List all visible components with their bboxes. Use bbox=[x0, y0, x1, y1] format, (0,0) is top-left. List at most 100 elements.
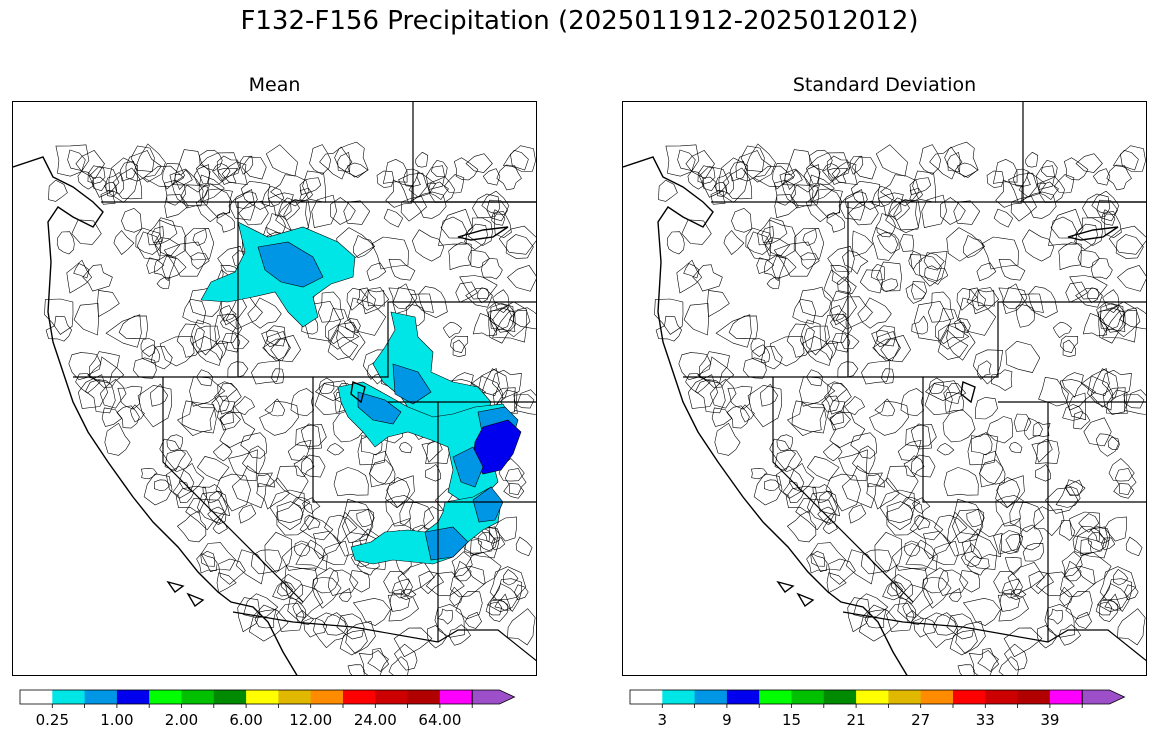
basin-outline bbox=[831, 333, 851, 353]
basin-outline bbox=[859, 269, 884, 294]
basin-outline bbox=[159, 335, 195, 367]
mean-colorbar-segment bbox=[439, 690, 473, 704]
basin-outline bbox=[1040, 159, 1058, 177]
basin-outline bbox=[826, 400, 846, 426]
basin-outline bbox=[951, 509, 984, 544]
figure-title: F132-F156 Precipitation (2025011912-2025… bbox=[240, 6, 919, 36]
stddev-colorbar-tick-label: 3 bbox=[657, 711, 668, 729]
basin-outline bbox=[367, 289, 385, 307]
basin-outline bbox=[195, 183, 233, 223]
basin-outline bbox=[294, 540, 311, 557]
basin-outline bbox=[193, 164, 210, 187]
basin-outline bbox=[172, 481, 195, 504]
basin-outline bbox=[959, 570, 981, 593]
basin-outline bbox=[946, 613, 975, 640]
basin-outline bbox=[893, 199, 921, 231]
basin-outline bbox=[1102, 289, 1120, 313]
basin-outline bbox=[408, 171, 437, 198]
basin-outline bbox=[459, 275, 498, 300]
basin-outline bbox=[275, 465, 309, 499]
basin-outline bbox=[942, 408, 976, 443]
basin-outline bbox=[388, 283, 413, 310]
mean-colorbar-tick-label: 0.25 bbox=[35, 711, 69, 729]
basin-outline bbox=[977, 289, 995, 307]
basin-outline bbox=[300, 454, 326, 478]
basin-outline bbox=[830, 290, 857, 326]
basin-outline bbox=[761, 226, 774, 244]
basin-outline bbox=[876, 325, 896, 347]
basin-outline bbox=[1035, 439, 1060, 465]
basin-outline bbox=[844, 191, 868, 209]
basin-outline bbox=[403, 168, 421, 187]
basin-outline bbox=[137, 384, 173, 428]
basin-outline bbox=[418, 286, 448, 319]
basin-outline bbox=[302, 497, 321, 514]
basin-outline bbox=[276, 602, 305, 632]
basin-outline bbox=[1065, 591, 1093, 620]
basin-outline bbox=[465, 288, 493, 308]
basin-outline bbox=[334, 141, 369, 178]
basin-outline bbox=[434, 603, 465, 638]
basin-outline bbox=[785, 485, 818, 514]
coastline bbox=[13, 156, 509, 675]
basin-outline bbox=[105, 171, 124, 195]
basin-outline bbox=[971, 287, 1000, 315]
basin-outline bbox=[993, 208, 1014, 228]
basin-outline bbox=[231, 465, 273, 509]
basin-outline bbox=[397, 562, 435, 596]
basin-outline bbox=[848, 200, 879, 226]
basin-outline bbox=[1090, 526, 1110, 544]
basin-outline bbox=[174, 169, 193, 191]
stddev-colorbar-tick-label: 39 bbox=[1040, 711, 1060, 729]
basin-outline bbox=[290, 388, 315, 417]
basin-outline bbox=[947, 511, 979, 557]
basin-outline bbox=[1035, 571, 1075, 597]
basin-outline bbox=[784, 169, 803, 191]
basin-outline bbox=[304, 514, 321, 531]
basin-outline bbox=[366, 262, 387, 282]
basin-outline bbox=[300, 423, 323, 450]
basin-outline bbox=[491, 209, 506, 226]
basin-outline bbox=[1053, 174, 1075, 194]
basin-outline bbox=[927, 291, 954, 323]
basin-outline bbox=[771, 255, 797, 280]
basin-outline bbox=[202, 484, 223, 504]
basin-outline bbox=[494, 516, 517, 542]
basin-outline bbox=[313, 567, 339, 594]
stddev-colorbar-segment bbox=[630, 690, 663, 704]
basin-outline bbox=[961, 533, 998, 570]
basin-outline bbox=[311, 194, 338, 228]
basin-outline bbox=[911, 315, 929, 335]
basin-outline bbox=[455, 281, 478, 303]
basin-outline bbox=[802, 228, 817, 246]
mean-colorbar-segment bbox=[149, 690, 182, 704]
basin-outline bbox=[85, 379, 116, 414]
basin-outline bbox=[912, 497, 931, 514]
basin-outline bbox=[993, 571, 1020, 595]
basin-outline bbox=[937, 569, 969, 596]
basin-outline bbox=[882, 580, 906, 601]
basin-outline bbox=[412, 191, 447, 219]
basin-outline bbox=[1018, 171, 1047, 198]
basin-outline bbox=[681, 219, 712, 245]
basin-outline bbox=[388, 656, 410, 675]
precip-fill-mean bbox=[200, 221, 522, 565]
basin-outline bbox=[698, 166, 730, 198]
basin-outline bbox=[299, 187, 313, 202]
basin-outline bbox=[153, 219, 187, 259]
basin-outline bbox=[327, 569, 359, 596]
basin-outline bbox=[314, 383, 343, 416]
basin-outline bbox=[140, 338, 155, 357]
basin-outline bbox=[247, 297, 282, 329]
basin-outline bbox=[219, 305, 237, 322]
basin-outline bbox=[277, 582, 293, 597]
basin-outline bbox=[448, 242, 472, 271]
basin-outline bbox=[492, 578, 523, 613]
basin-outline bbox=[271, 368, 285, 384]
basin-outline bbox=[1082, 313, 1108, 337]
basin-outline bbox=[163, 241, 207, 277]
basin-outline bbox=[827, 381, 848, 402]
basin-outline bbox=[68, 352, 102, 381]
basin-outline bbox=[299, 177, 322, 196]
basin-outline bbox=[503, 483, 525, 499]
